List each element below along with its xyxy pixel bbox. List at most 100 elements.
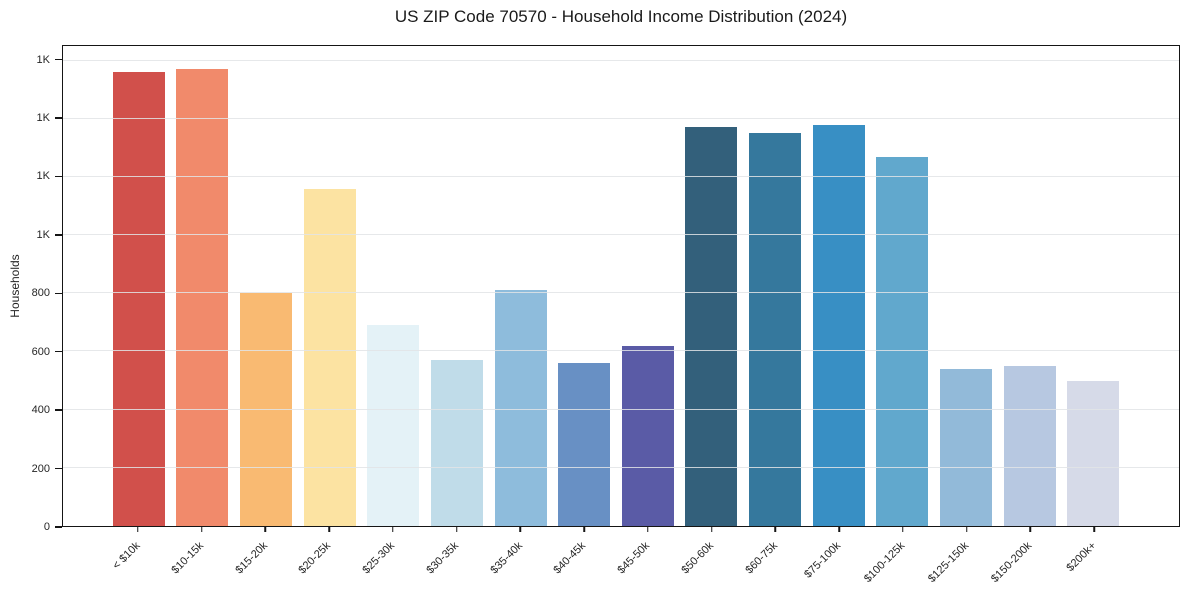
bars-layer	[63, 46, 1179, 526]
y-tick-label-200: 200	[31, 462, 50, 475]
y-tick-mark-1200	[55, 175, 62, 178]
bar-35-40k	[494, 290, 547, 526]
x-slot-1: $10-15k	[169, 527, 234, 589]
bar-slot-0	[107, 46, 171, 526]
y-tick-mark-400	[55, 409, 62, 411]
x-axis: < $10k $10-15k $15-20k $20-25k $25-30k $30-35…	[62, 527, 1180, 589]
bar-slot-14	[998, 46, 1062, 526]
x-slot-15: $200k+	[1062, 527, 1126, 589]
x-tick-mark-1	[200, 527, 203, 532]
bar-slot-13	[934, 46, 998, 526]
bar-100-125k	[876, 156, 929, 526]
x-slot-0: < $10k	[106, 527, 170, 589]
x-tick-mark-7	[583, 527, 585, 532]
x-tick-mark-8	[647, 527, 649, 532]
y-tick-mark-200	[55, 467, 62, 470]
bar-slot-9	[680, 46, 744, 526]
bar-40-45k	[558, 363, 611, 526]
x-tick-mark-13	[965, 527, 968, 532]
bar-25-30k	[367, 325, 420, 526]
x-tick-label-2: $15-20k	[233, 539, 270, 577]
bar-slot-5	[425, 46, 489, 526]
x-slot-10: $60-75k	[743, 527, 808, 589]
bar-slot-4	[362, 46, 426, 526]
x-tick-label-5: $30-35k	[424, 539, 461, 577]
x-slot-12: $100-125k	[862, 527, 935, 589]
plot-area	[62, 45, 1180, 527]
x-tick-mark-2	[264, 527, 267, 532]
y-tick-mark-1000	[55, 234, 62, 236]
x-tick-mark-10	[774, 527, 777, 532]
bar-slot-12	[871, 46, 935, 526]
y-tick-label-0: 0	[43, 521, 50, 533]
x-tick-label-8: $45-50k	[615, 539, 653, 577]
x-tick-label-1: $10-15k	[169, 539, 206, 577]
y-tick-mark-800	[55, 292, 62, 295]
x-tick-mark-0	[137, 527, 139, 532]
x-slot-14: $150-200k	[989, 527, 1063, 589]
bar-slot-8	[616, 46, 680, 526]
bar-15-20k	[240, 293, 293, 526]
x-tick-mark-14	[1029, 527, 1032, 532]
bar-20-25k	[303, 188, 356, 526]
y-tick-label-1200: 1K	[36, 170, 50, 183]
x-tick-label-10: $60-75k	[743, 539, 780, 577]
bar-45-50k	[621, 345, 674, 526]
x-tick-label-3: $20-25k	[296, 539, 334, 577]
x-tick-label-15: $200k+	[1064, 539, 1099, 574]
x-slot-4: $25-30k	[361, 527, 425, 589]
bar-slot-11	[807, 46, 871, 526]
x-slot-7: $40-45k	[552, 527, 616, 589]
x-tick-mark-11	[838, 527, 840, 532]
y-tick-label-400: 400	[31, 404, 50, 417]
y-tick-label-1600: 1K	[36, 53, 50, 66]
bar-slot-3	[298, 46, 362, 526]
x-slot-9: $50-60k	[679, 527, 744, 589]
x-tick-label-0: < $10k	[110, 539, 143, 572]
x-tick-label-4: $25-30k	[360, 539, 398, 577]
bar-slot-2	[234, 46, 298, 526]
x-slot-8: $45-50k	[616, 527, 680, 589]
x-slot-2: $15-20k	[233, 527, 298, 589]
x-tick-mark-3	[328, 527, 330, 532]
y-tick-mark-1600	[55, 58, 62, 61]
y-tick-mark-1400	[55, 117, 62, 119]
x-tick-mark-15	[1093, 527, 1095, 532]
bar-50-60k	[685, 127, 738, 526]
x-tick-mark-12	[902, 527, 904, 532]
y-tick-label-800: 800	[31, 287, 50, 300]
bar-125-150k	[939, 368, 992, 526]
bar-slot-6	[489, 46, 553, 526]
bar-30-35k	[430, 360, 483, 526]
bar-10-15k	[176, 69, 229, 526]
bar-slot-10	[743, 46, 807, 526]
x-slot-3: $20-25k	[297, 527, 361, 589]
bar-150-200k	[1003, 366, 1056, 526]
x-tick-mark-4	[392, 527, 394, 532]
bar-75-100k	[812, 124, 865, 526]
x-tick-label-6: $35-40k	[488, 539, 525, 577]
y-tick-label-1400: 1K	[36, 112, 50, 125]
x-slot-13: $125-150k	[926, 527, 999, 589]
bar-60-75k	[749, 133, 802, 526]
x-slot-5: $30-35k	[424, 527, 489, 589]
bar-10k	[112, 72, 165, 526]
bar-slot-1	[171, 46, 235, 526]
x-tick-label-7: $40-45k	[551, 539, 589, 577]
x-tick-label-11: $75-100k	[802, 539, 844, 581]
x-slot-6: $35-40k	[488, 527, 553, 589]
y-tick-label-1000: 1K	[36, 228, 50, 241]
bar-200k+	[1067, 380, 1120, 526]
bar-slot-7	[552, 46, 616, 526]
x-tick-mark-6	[519, 527, 522, 532]
x-tick-mark-9	[710, 527, 713, 532]
x-tick-mark-5	[455, 527, 458, 532]
x-tick-label-9: $50-60k	[679, 539, 716, 577]
x-slot-11: $75-100k	[802, 527, 871, 589]
y-tick-mark-600	[55, 350, 62, 353]
chart-title: US ZIP Code 70570 - Household Income Dis…	[394, 7, 848, 26]
y-tick-mark-0	[55, 526, 62, 528]
y-tick-label-600: 600	[31, 345, 50, 358]
bar-slot-15	[1061, 46, 1125, 526]
